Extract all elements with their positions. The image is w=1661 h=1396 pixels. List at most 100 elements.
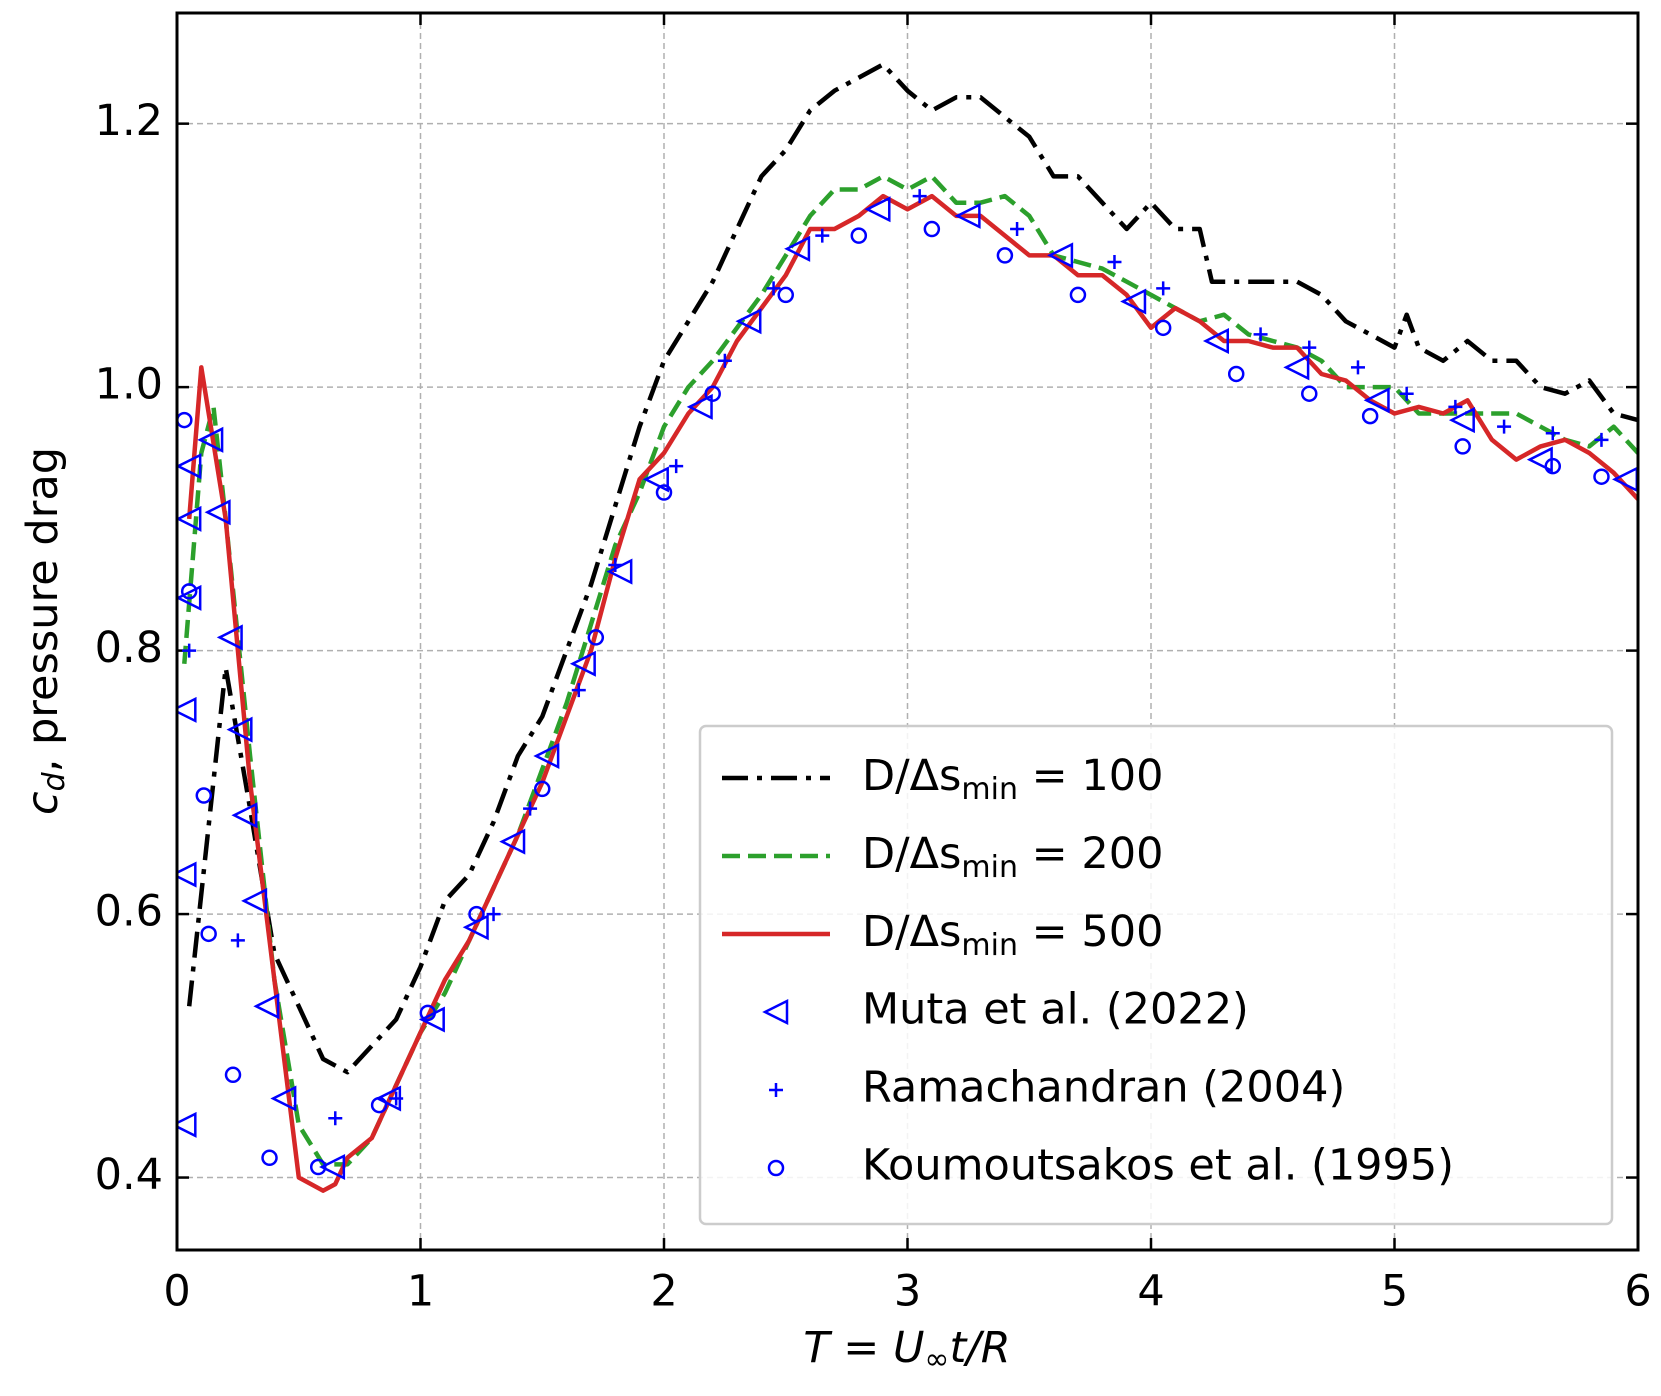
plus-marker: [1545, 426, 1560, 441]
circle-marker: [195, 787, 213, 804]
y-tick-label: 0.6: [95, 887, 163, 937]
triangle-marker: [177, 861, 197, 888]
legend-box: [698, 724, 1614, 1226]
circle-marker: [850, 227, 868, 244]
triangle-marker: [204, 499, 231, 526]
plus-marker: [1253, 327, 1268, 342]
plus-marker: [230, 933, 245, 948]
circle-marker: [200, 925, 217, 943]
circle-marker: [587, 629, 605, 646]
plot-frame: [175, 11, 1640, 1252]
y-tick-label: 0.8: [95, 623, 163, 673]
triangle-marker: [1283, 354, 1310, 381]
plus-marker: [1497, 419, 1512, 434]
triangle-marker: [954, 202, 981, 229]
x-label-part: t/R: [949, 1323, 1010, 1373]
legend-label-part: = 100: [1018, 751, 1163, 801]
circle-marker: [1154, 319, 1172, 337]
y-label-part: , pressure drag: [18, 447, 68, 772]
circle-marker: [1593, 468, 1610, 485]
plus-marker: [912, 189, 927, 204]
legend-label: Koumoutsakos et al. (1995): [862, 1141, 1454, 1191]
triangle-marker: [1363, 387, 1390, 414]
y-tick-label: 1.0: [95, 360, 163, 410]
x-tick-label: 6: [1624, 1267, 1651, 1317]
triangle-marker: [226, 716, 253, 743]
plus-marker: [1107, 254, 1122, 269]
y-tick-label: 1.2: [95, 96, 163, 146]
triangle-marker: [1202, 327, 1229, 355]
plus-marker: [608, 557, 623, 572]
plus-marker: [328, 1111, 343, 1126]
series-line: [186, 62, 1638, 1075]
legend-label-part: = 500: [1018, 907, 1163, 957]
circle-marker: [468, 905, 485, 923]
plus-marker: [1302, 340, 1317, 355]
plus-marker: [182, 643, 197, 658]
triangle-marker: [253, 993, 280, 1020]
x-label-sub: ∞: [924, 1342, 949, 1377]
circle-marker: [224, 1066, 242, 1084]
circle-marker: [261, 1149, 278, 1167]
triangle-marker: [864, 196, 891, 223]
series-line: [186, 193, 1638, 1193]
triangle-marker: [241, 887, 268, 914]
triangle-marker: [735, 308, 762, 335]
y-label-sub: d: [37, 771, 72, 791]
plus-marker: [1010, 222, 1025, 237]
legend-label-sub: min: [961, 928, 1018, 963]
y-label-part: c: [18, 791, 68, 815]
legend-label: D/Δsmin = 100: [862, 751, 1163, 807]
plus-marker: [523, 801, 538, 816]
triangle-marker: [177, 696, 197, 723]
circle-marker: [1454, 438, 1471, 455]
circle-marker: [419, 1004, 437, 1022]
legend-label: D/Δsmin = 200: [862, 829, 1163, 885]
triangle-marker: [270, 1085, 297, 1112]
triangle-marker: [784, 235, 811, 262]
triangle-marker: [499, 828, 526, 855]
circle-marker: [655, 484, 673, 501]
circle-marker: [1227, 365, 1245, 383]
plus-marker: [389, 1091, 404, 1106]
circle-marker: [370, 1096, 388, 1114]
triangle-marker: [177, 1111, 197, 1138]
plus-marker: [1448, 399, 1463, 414]
plus-marker: [766, 281, 781, 296]
circle-marker: [1361, 407, 1379, 425]
triangle-marker: [1120, 288, 1147, 315]
circle-marker: [309, 1158, 327, 1176]
plus-marker: [769, 1083, 783, 1097]
legend-label-part: D/Δs: [862, 907, 961, 957]
triangle-marker: [686, 393, 713, 420]
circle-marker: [534, 780, 551, 798]
x-tick-label: 3: [894, 1267, 921, 1317]
triangle-marker: [177, 453, 202, 480]
y-axis-label: cd, pressure drag: [18, 447, 72, 815]
legend-label-sub: min: [961, 772, 1018, 807]
triangle-marker: [197, 426, 224, 453]
legend-label: Muta et al. (2022): [862, 985, 1249, 1035]
x-tick-label: 5: [1381, 1267, 1408, 1317]
legend-label-part: D/Δs: [862, 829, 961, 879]
y-tick-label: 0.4: [95, 1150, 163, 1200]
x-tick-label: 0: [163, 1267, 190, 1317]
triangle-marker: [177, 505, 202, 532]
circle-marker: [996, 247, 1014, 264]
triangle-marker: [177, 584, 202, 611]
plus-marker: [1594, 432, 1609, 447]
legend-label-part: = 200: [1018, 829, 1163, 879]
plus-marker: [669, 459, 684, 474]
triangle-marker: [533, 742, 560, 770]
triangle-marker: [319, 1153, 346, 1181]
plus-marker: [1350, 360, 1365, 375]
circle-marker: [777, 286, 794, 304]
circle-marker: [177, 411, 193, 429]
circle-marker: [180, 583, 198, 600]
circle-marker: [923, 220, 941, 238]
plus-marker: [486, 907, 501, 922]
x-axis-label: T = U∞t/R: [803, 1323, 1010, 1377]
legend-label: D/Δsmin = 500: [862, 907, 1163, 963]
triangle-marker: [642, 466, 669, 493]
